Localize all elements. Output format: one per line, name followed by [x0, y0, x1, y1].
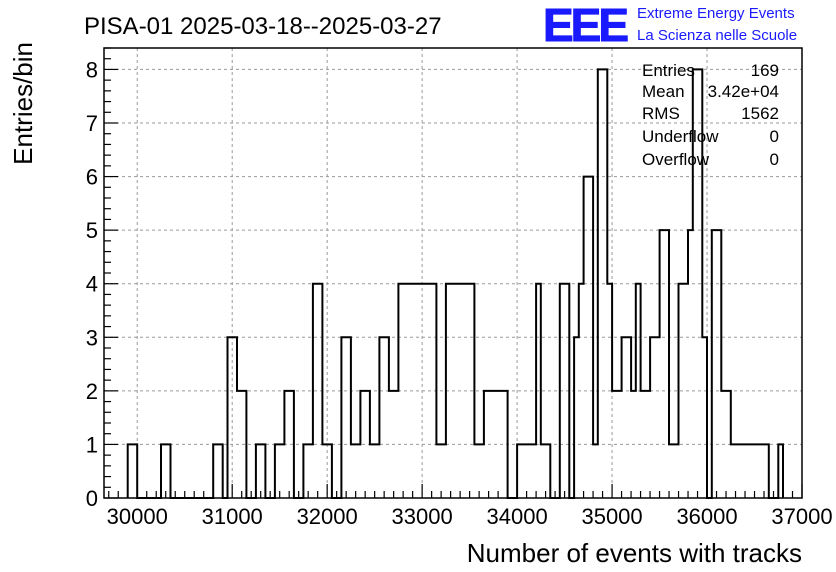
- y-tick-label: 3: [86, 325, 98, 350]
- y-tick-label: 7: [86, 111, 98, 136]
- x-tick-label: 32000: [297, 504, 358, 529]
- stat-value-rms: 1562: [741, 104, 779, 123]
- stat-value-mean: 3.42e+04: [708, 82, 779, 101]
- stat-label-mean: Mean: [642, 82, 685, 101]
- chart-title: PISA-01 2025-03-18--2025-03-27: [84, 13, 442, 40]
- stat-label-overflow: Overflow: [642, 150, 710, 169]
- y-tick-label: 0: [86, 486, 98, 511]
- x-tick-label: 34000: [487, 504, 548, 529]
- stat-label-entries: Entries: [642, 61, 695, 80]
- x-tick-label: 36000: [676, 504, 737, 529]
- x-tick-label: 30000: [107, 504, 168, 529]
- x-tick-label: 33000: [392, 504, 453, 529]
- histogram-line: [126, 68, 784, 499]
- brand-line-1: Extreme Energy Events: [637, 5, 795, 22]
- y-tick-label: 6: [86, 165, 98, 190]
- y-tick-label: 2: [86, 379, 98, 404]
- stat-value-entries: 169: [751, 61, 779, 80]
- stat-label-rms: RMS: [642, 104, 680, 123]
- stats-box: Entries 169 Mean 3.42e+04 RMS 1562 Under…: [642, 61, 779, 169]
- y-tick-label: 5: [86, 218, 98, 243]
- x-axis-label: Number of events with tracks: [467, 538, 802, 568]
- x-tick-label: 35000: [581, 504, 642, 529]
- stat-label-underflow: Underflow: [642, 127, 719, 146]
- grid-lines: [104, 48, 802, 498]
- stat-value-underflow: 0: [770, 127, 779, 146]
- axes: 30000 31000 32000 33000 34000 35000 36000 37000…: [86, 47, 833, 529]
- y-tick-label: 4: [86, 272, 98, 297]
- plot-frame: [103, 47, 803, 499]
- brand-line-2: La Scienza nelle Scuole: [637, 27, 797, 44]
- y-tick-label: 1: [86, 432, 98, 457]
- stat-value-overflow: 0: [770, 150, 779, 169]
- y-axis-label: Entries/bin: [8, 42, 38, 165]
- x-tick-label: 31000: [202, 504, 263, 529]
- eee-logo: EEE: [543, 0, 627, 51]
- y-tick-label: 8: [86, 57, 98, 82]
- x-tick-label: 37000: [771, 504, 832, 529]
